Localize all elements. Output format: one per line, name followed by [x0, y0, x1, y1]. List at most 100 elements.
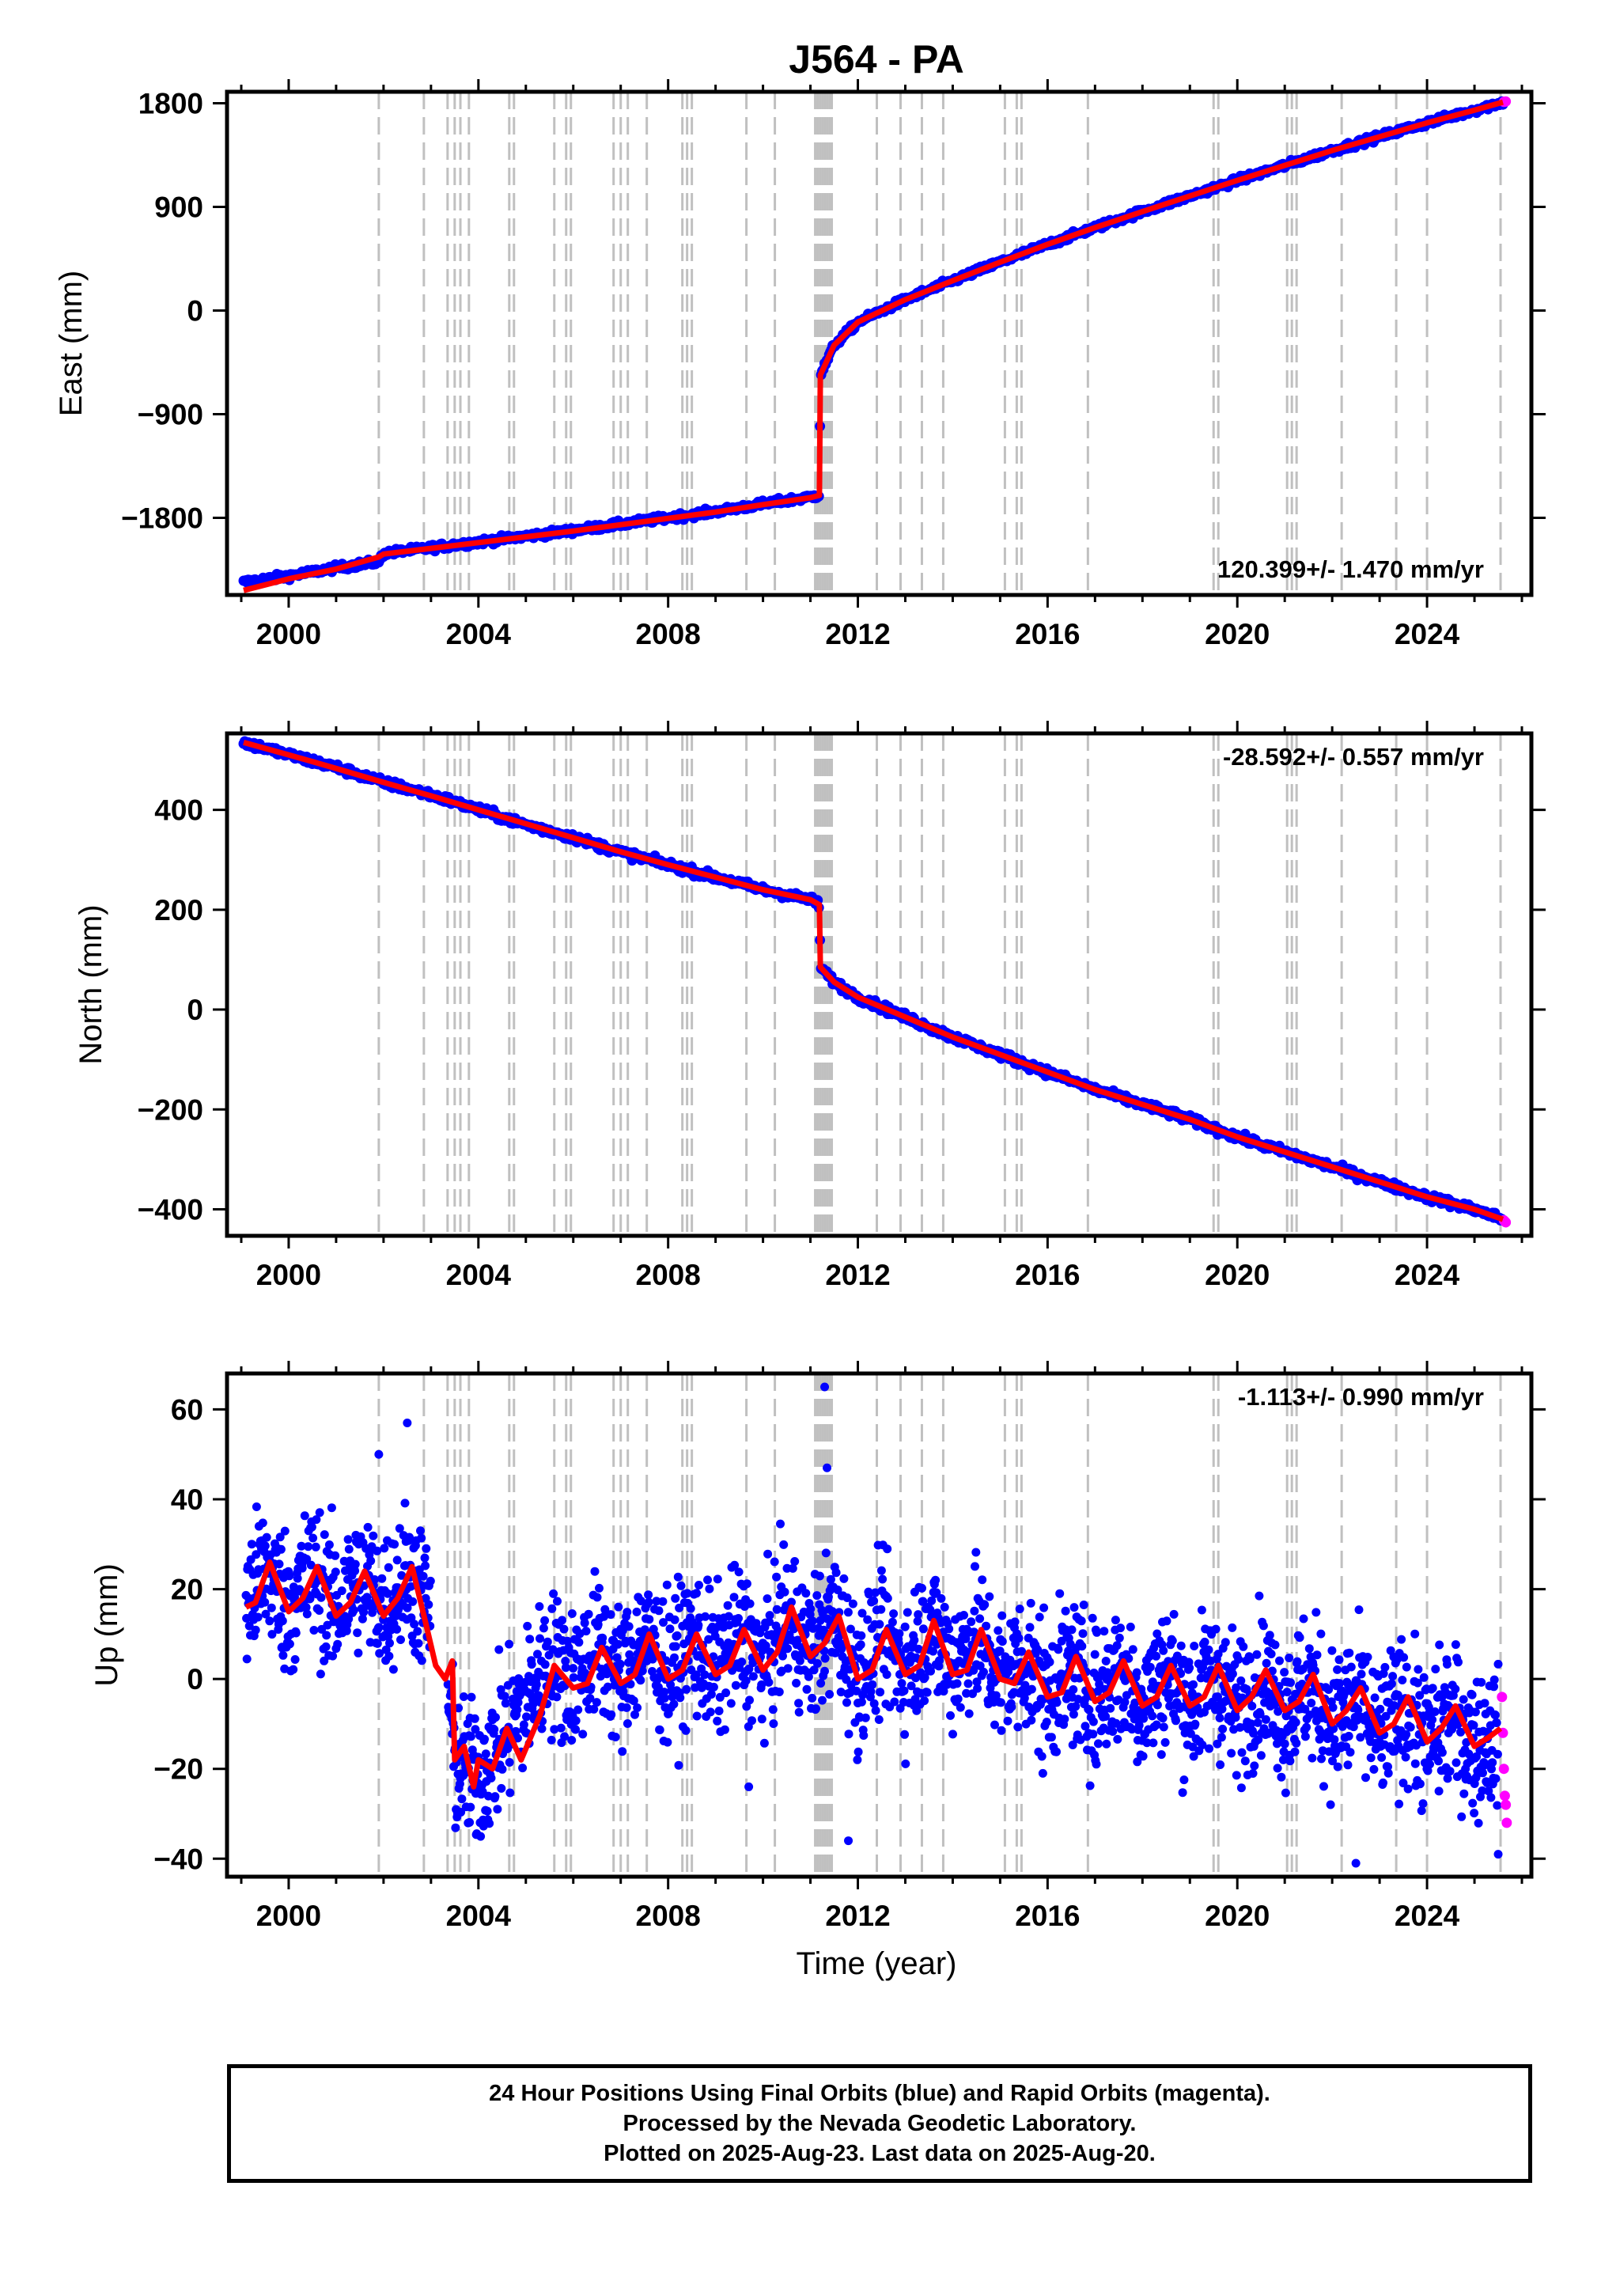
data-point [1234, 1654, 1243, 1664]
data-point [900, 1730, 910, 1739]
data-point [644, 1590, 653, 1600]
data-point [658, 1597, 668, 1606]
data-point [869, 1596, 879, 1605]
data-point [997, 1726, 1006, 1735]
data-point [527, 1660, 536, 1669]
data-point [1139, 1714, 1149, 1723]
data-point [869, 1699, 879, 1708]
data-point [293, 1574, 302, 1583]
data-point [713, 1716, 722, 1726]
data-point [513, 1733, 522, 1743]
data-point [975, 1614, 985, 1623]
data-point [731, 1680, 740, 1690]
data-point [1176, 1641, 1186, 1650]
data-point [768, 1705, 778, 1714]
data-point [692, 1711, 702, 1721]
data-point [842, 1698, 851, 1707]
data-point [1402, 1730, 1411, 1739]
data-point [1280, 1668, 1289, 1677]
data-point [260, 1541, 270, 1551]
data-point [1266, 1650, 1276, 1658]
data-point [1064, 1646, 1073, 1656]
data-point [529, 1697, 539, 1707]
data-point [1401, 1752, 1410, 1762]
data-point [969, 1627, 978, 1637]
data-point [1333, 1665, 1342, 1674]
data-point [882, 1670, 891, 1679]
data-point [1398, 1676, 1407, 1684]
data-point [729, 1593, 739, 1602]
data-point [369, 1531, 378, 1540]
data-point [316, 1593, 326, 1602]
data-point [809, 1665, 819, 1675]
data-point [734, 1614, 743, 1623]
data-point [624, 1622, 634, 1631]
data-point [1335, 1679, 1345, 1688]
data-point [724, 1612, 733, 1621]
data-point [1145, 1662, 1155, 1672]
data-point [1152, 1651, 1161, 1661]
data-point [1413, 1678, 1422, 1688]
panel-1: 2000 2004 2008 2012 2016 2020 2024−1800−900090… [54, 79, 1546, 650]
data-point [358, 1614, 367, 1623]
data-point [932, 1588, 941, 1597]
data-point [676, 1581, 686, 1590]
data-point [1227, 1749, 1236, 1758]
data-point [836, 1688, 846, 1697]
plot-frame [225, 731, 1534, 1238]
data-point [842, 1593, 852, 1602]
data-point [1162, 1616, 1171, 1626]
y-axis-ticks [213, 809, 1546, 1211]
data-point [559, 1624, 569, 1634]
data-point [494, 1645, 504, 1654]
data-point [584, 1609, 593, 1619]
data-point [523, 1621, 532, 1631]
y-tick-label: −1800 [121, 502, 203, 534]
data-point [726, 1699, 736, 1708]
data-point [1015, 1605, 1024, 1614]
data-point [706, 1707, 715, 1717]
data-point [1258, 1621, 1268, 1631]
data-point [831, 1568, 841, 1578]
data-point [897, 1679, 906, 1688]
data-point [618, 1747, 627, 1756]
data-point [305, 1594, 315, 1604]
data-point [466, 1802, 475, 1812]
data-point [571, 1716, 581, 1726]
data-point [808, 1693, 817, 1703]
data-point [1004, 1667, 1013, 1677]
data-point [672, 1631, 682, 1640]
data-point [1211, 1624, 1221, 1634]
data-point [1415, 1691, 1425, 1700]
data-point [713, 1574, 722, 1584]
data-point [385, 1639, 394, 1648]
data-point [471, 1725, 480, 1734]
data-point [859, 1731, 869, 1740]
data-point [890, 1697, 899, 1707]
data-point [776, 1519, 785, 1529]
data-point [612, 1653, 622, 1662]
data-point [304, 1542, 313, 1552]
data-point [485, 1819, 494, 1828]
data-point [622, 1703, 631, 1712]
data-point [623, 1719, 632, 1728]
data-point [1324, 1685, 1334, 1694]
data-point [1369, 1764, 1379, 1774]
data-point [857, 1697, 866, 1707]
data-point [400, 1498, 410, 1508]
data-point [1052, 1747, 1061, 1756]
data-point [1100, 1627, 1109, 1636]
data-point [380, 1544, 389, 1553]
data-point [648, 1654, 657, 1664]
data-point [920, 1673, 929, 1682]
data-point [511, 1726, 520, 1736]
data-point [289, 1665, 298, 1674]
data-point [519, 1720, 528, 1730]
data-point [308, 1533, 318, 1543]
data-point [1333, 1762, 1342, 1771]
data-point [1291, 1718, 1300, 1727]
data-point [1445, 1767, 1455, 1776]
data-point [1281, 1788, 1290, 1798]
data-point [540, 1660, 550, 1669]
data-point [665, 1624, 675, 1634]
